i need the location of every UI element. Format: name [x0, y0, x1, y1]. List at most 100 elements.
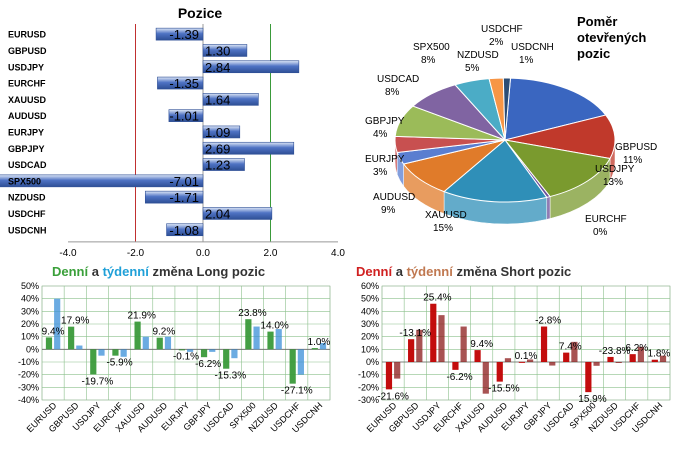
x-tick-label: -4.0 [59, 248, 77, 259]
title-part: a [392, 264, 406, 279]
pie-slice-usdcnh [502, 77, 512, 141]
data-label: 1.8% [648, 349, 671, 360]
y-tick-label: 40% [361, 306, 379, 316]
bar-usdchf-series1 [289, 349, 296, 384]
pie-pct-label: 5% [465, 63, 480, 74]
bar-usdjpy-series1 [430, 303, 437, 362]
pie-side-eurchf [546, 196, 551, 220]
pie-label: EURJPY [365, 154, 405, 165]
bar-usdcnh-series1 [311, 348, 318, 350]
data-label: -2.8% [535, 316, 561, 327]
pie-pct-label: 9% [381, 205, 396, 216]
pie-label: GBPJPY [365, 116, 405, 127]
category-label: GBPJPY [8, 144, 45, 154]
bar-audusd-series2 [164, 336, 172, 350]
bar-spx500-series2 [593, 362, 600, 366]
category-label: AUDUSD [8, 111, 47, 121]
bar-usdjpy-series2 [438, 315, 445, 362]
value-label: 1.30 [205, 43, 230, 58]
bar-gbpusd-series2 [416, 329, 423, 362]
y-tick-label: 30% [361, 319, 379, 329]
y-tick-label: -20% [358, 382, 379, 392]
bar-gbpjpy-series2 [209, 349, 216, 352]
bar-usdcnh-series2 [659, 355, 667, 362]
y-tick-label: 10% [361, 344, 379, 354]
title-part: Denní [52, 264, 89, 279]
open-positions-pie: Poměr otevřených pozic GBPUSD 11% USDJPY 13% EU… [345, 0, 680, 262]
y-tick-label: 20% [21, 319, 39, 329]
data-label: -21.6% [377, 391, 409, 402]
value-label: -1.01 [169, 109, 199, 124]
value-label: -1.71 [169, 190, 199, 205]
bar-usdchf-series2 [297, 349, 304, 375]
data-label: 7.4% [559, 342, 582, 353]
data-label: -15.5% [488, 384, 520, 395]
bar-usdcnh [166, 223, 204, 237]
bar-usdchf-series1 [629, 354, 636, 362]
bar-eurchf-series2 [120, 349, 127, 357]
pie-label: GBPUSD [615, 142, 657, 153]
category-label: EURUSD [8, 30, 47, 40]
pie-pct-label: 3% [373, 167, 388, 178]
bar-audusd [168, 109, 204, 122]
bar-nzdusd-series2 [615, 362, 622, 363]
bar-usdcnh-series1 [651, 359, 658, 362]
bar-eurusd [155, 27, 204, 41]
y-tick-label: 0% [26, 344, 39, 354]
y-tick-label: 10% [21, 332, 39, 342]
bar-eurchf-series1 [112, 349, 119, 356]
value-label: 1.09 [205, 125, 230, 140]
category-label: USDCHF [8, 209, 46, 219]
data-label: -19.7% [82, 376, 114, 387]
bar-eurusd-series1 [45, 337, 53, 350]
bar-gbpjpy-series1 [540, 326, 548, 362]
data-label: 17.9% [61, 316, 89, 327]
chart-title: Denní a týdenní změna Short pozic [356, 264, 571, 279]
data-label: -27.1% [281, 386, 313, 397]
bar-gbpjpy-series2 [549, 362, 556, 366]
pie-pct-label: 11% [623, 155, 642, 166]
category-label: NZDUSD [8, 193, 46, 203]
pie-slice-usdjpy [503, 139, 611, 198]
bar-gbpusd-series1 [68, 326, 75, 350]
bar-usdjpy-series2 [98, 349, 105, 356]
chart-title: Denní a týdenní změna Long pozic [52, 264, 265, 279]
bar-usdcnh-series2 [319, 343, 327, 350]
category-label: XAUUSD [8, 95, 47, 105]
data-label: -0.1% [173, 351, 199, 362]
value-label: -1.08 [169, 223, 199, 238]
data-label: 9.2% [152, 327, 175, 338]
data-label: -6.2% [195, 359, 221, 370]
pie-label: USDCHF [481, 24, 523, 35]
data-label: 25.4% [423, 293, 451, 304]
y-tick-label: 20% [361, 332, 379, 342]
bar-usdcad-series1 [563, 352, 570, 362]
bar-audusd-series2 [504, 358, 512, 362]
x-tick-label: 0.0 [196, 248, 210, 259]
pie-label: NZDUSD [457, 50, 499, 61]
bar-usdcad-series1 [223, 349, 230, 369]
data-label: -23.8% [599, 346, 631, 357]
y-tick-label: -40% [18, 395, 39, 405]
bar-audusd-series1 [496, 362, 503, 382]
pie-label: USDCAD [377, 74, 419, 85]
chart-title: Pozice [178, 5, 223, 21]
value-label: 2.04 [205, 206, 230, 221]
title-part: a [88, 264, 102, 279]
bar-usdcad-series2 [571, 341, 578, 362]
value-label: 1.64 [205, 92, 230, 107]
value-label: -7.01 [169, 174, 199, 189]
data-label: 14.0% [260, 321, 288, 332]
bar-eurjpy-series1 [178, 349, 185, 351]
bar-usdchf [202, 207, 273, 220]
x-tick-label: -2.0 [127, 248, 145, 259]
bar-eurusd-series2 [54, 298, 61, 350]
data-label: 0.1% [515, 351, 538, 362]
pie-pct-label: 1% [519, 55, 534, 66]
pie-label: EURCHF [585, 214, 627, 225]
bar-eurjpy-series2 [187, 349, 194, 352]
bar-audusd-series1 [156, 337, 163, 350]
pie-pct-label: 2% [489, 37, 504, 48]
pie-label: USDCNH [511, 42, 554, 53]
